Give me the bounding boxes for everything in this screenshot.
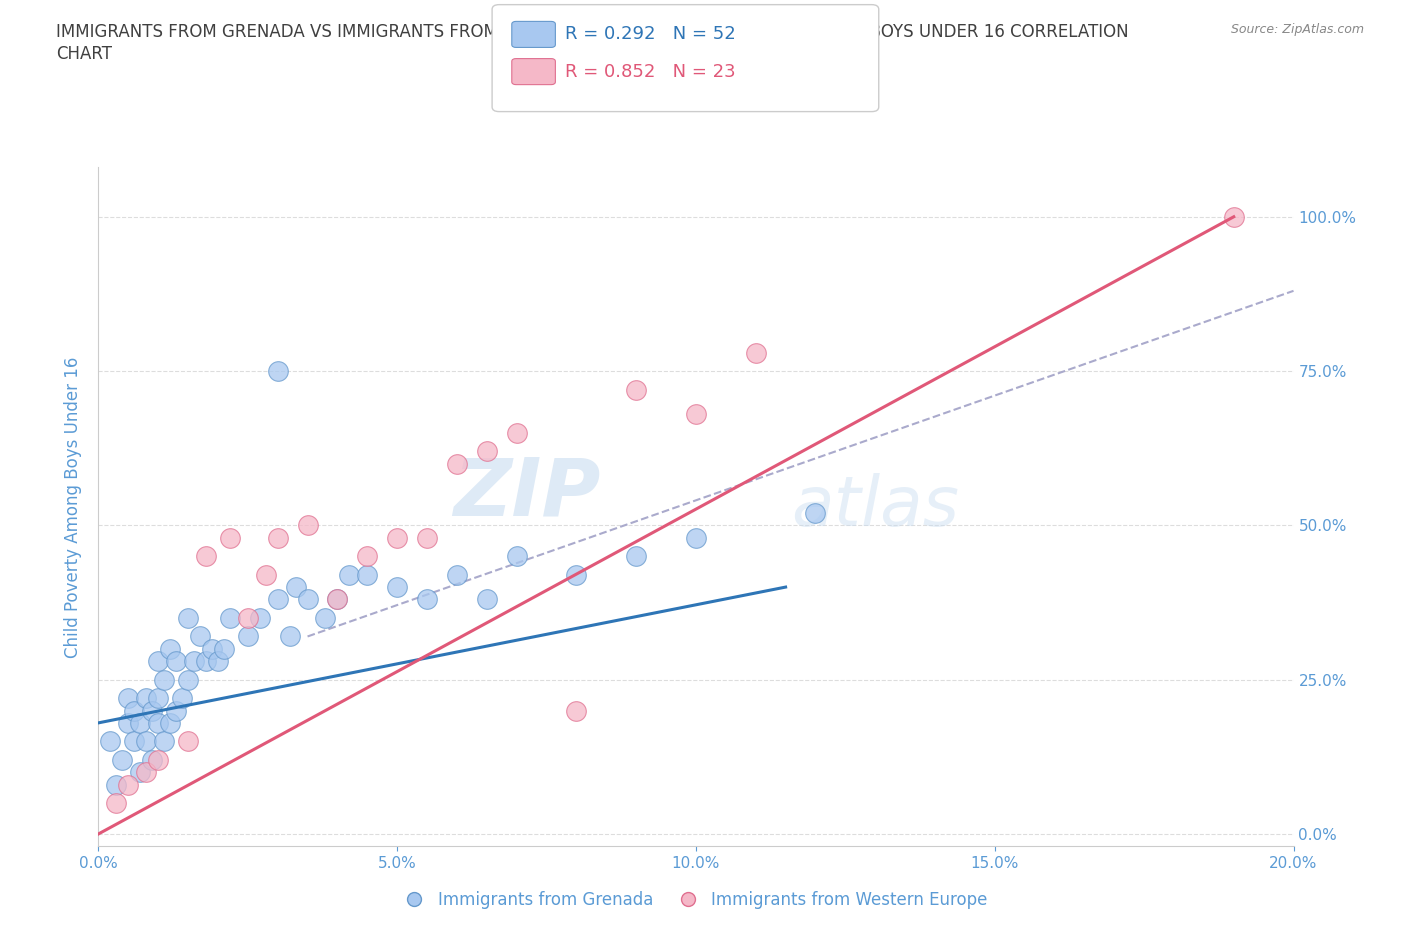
Point bbox=[475, 444, 498, 458]
Point bbox=[249, 610, 271, 625]
Point bbox=[297, 518, 319, 533]
Point bbox=[385, 579, 409, 594]
Point bbox=[177, 734, 200, 749]
Text: R = 0.292   N = 52: R = 0.292 N = 52 bbox=[565, 25, 735, 44]
Point bbox=[416, 592, 439, 607]
Point bbox=[745, 345, 768, 360]
Point bbox=[124, 703, 146, 718]
Point bbox=[297, 592, 319, 607]
Point bbox=[236, 610, 259, 625]
Point bbox=[159, 642, 181, 657]
Text: CHART: CHART bbox=[56, 45, 112, 62]
Point bbox=[117, 715, 139, 730]
Point bbox=[148, 752, 170, 767]
Point bbox=[626, 549, 648, 564]
Point bbox=[153, 734, 176, 749]
Point bbox=[446, 457, 468, 472]
Point bbox=[326, 592, 349, 607]
Point bbox=[195, 654, 218, 669]
Point bbox=[201, 642, 224, 657]
Point bbox=[172, 691, 194, 706]
Point bbox=[129, 764, 152, 779]
Point bbox=[626, 382, 648, 397]
Point bbox=[124, 734, 146, 749]
Point bbox=[219, 610, 242, 625]
Point bbox=[212, 642, 235, 657]
Text: ZIP: ZIP bbox=[453, 454, 600, 532]
Point bbox=[148, 654, 170, 669]
Point bbox=[446, 567, 468, 582]
Point bbox=[219, 530, 242, 545]
Point bbox=[685, 406, 707, 421]
Text: IMMIGRANTS FROM GRENADA VS IMMIGRANTS FROM WESTERN EUROPE CHILD POVERTY AMONG BO: IMMIGRANTS FROM GRENADA VS IMMIGRANTS FR… bbox=[56, 23, 1129, 41]
Point bbox=[148, 691, 170, 706]
Point bbox=[254, 567, 277, 582]
Point bbox=[267, 530, 290, 545]
Point bbox=[804, 506, 827, 521]
Point bbox=[506, 425, 529, 440]
Point bbox=[195, 549, 218, 564]
Point bbox=[165, 654, 187, 669]
Text: Source: ZipAtlas.com: Source: ZipAtlas.com bbox=[1230, 23, 1364, 36]
Point bbox=[183, 654, 205, 669]
Point bbox=[129, 715, 152, 730]
Point bbox=[284, 579, 307, 594]
Point bbox=[141, 703, 163, 718]
Point bbox=[385, 530, 409, 545]
Point bbox=[565, 703, 588, 718]
Point bbox=[506, 549, 529, 564]
Y-axis label: Child Poverty Among Boys Under 16: Child Poverty Among Boys Under 16 bbox=[65, 356, 83, 658]
Point bbox=[475, 592, 498, 607]
Legend: Immigrants from Grenada, Immigrants from Western Europe: Immigrants from Grenada, Immigrants from… bbox=[398, 884, 994, 916]
Point bbox=[188, 629, 211, 644]
Point bbox=[135, 764, 157, 779]
Point bbox=[153, 672, 176, 687]
Point bbox=[565, 567, 588, 582]
Point bbox=[141, 752, 163, 767]
Point bbox=[105, 796, 128, 811]
Point bbox=[315, 610, 337, 625]
Point bbox=[278, 629, 301, 644]
Text: R = 0.852   N = 23: R = 0.852 N = 23 bbox=[565, 62, 735, 81]
Point bbox=[267, 364, 290, 379]
Point bbox=[135, 691, 157, 706]
Point bbox=[117, 777, 139, 792]
Point bbox=[177, 672, 200, 687]
Point bbox=[1223, 209, 1246, 224]
Point bbox=[356, 549, 378, 564]
Point bbox=[416, 530, 439, 545]
Point bbox=[117, 691, 139, 706]
Point bbox=[135, 734, 157, 749]
Point bbox=[165, 703, 187, 718]
Point bbox=[111, 752, 134, 767]
Point bbox=[685, 530, 707, 545]
Point bbox=[236, 629, 259, 644]
Point bbox=[100, 734, 122, 749]
Point bbox=[339, 567, 360, 582]
Text: atlas: atlas bbox=[792, 473, 959, 540]
Point bbox=[105, 777, 128, 792]
Point bbox=[267, 592, 290, 607]
Point bbox=[148, 715, 170, 730]
Point bbox=[326, 592, 349, 607]
Point bbox=[356, 567, 378, 582]
Point bbox=[159, 715, 181, 730]
Point bbox=[177, 610, 200, 625]
Point bbox=[207, 654, 229, 669]
